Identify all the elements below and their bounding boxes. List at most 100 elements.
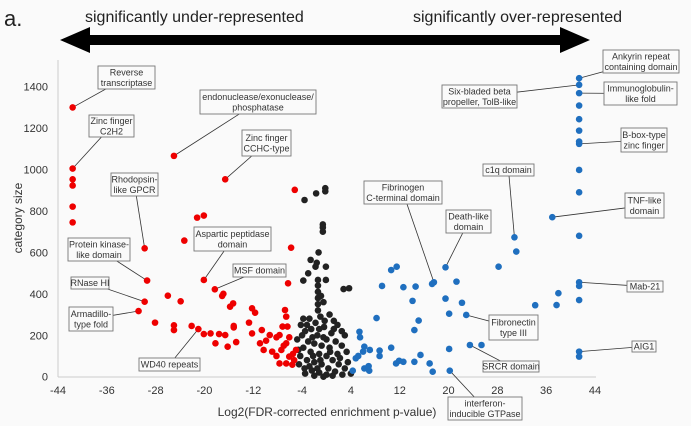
data-point-under [229,300,237,307]
data-point-under [289,361,296,368]
data-point-not-significant [320,298,327,306]
data-point-under [273,352,280,360]
annotation-text: B-box-type zinc finger [622,130,666,151]
data-point-not-significant [301,196,308,204]
data-point-under [285,334,293,341]
heading-under-represented: significantly under-represented [85,9,304,26]
data-point-not-significant [312,319,319,327]
data-point-under [195,325,202,333]
data-point-under [251,309,259,316]
data-point-under [69,203,76,210]
data-point-under [256,340,264,347]
data-point-over [531,301,539,309]
leader-line [508,169,515,238]
data-point-under [181,237,188,244]
data-point-not-significant [304,338,312,345]
x-axis-title: Log2(FDR-corrected enrichment p-value) [218,405,437,419]
annotation-label: Six-bladed beta propeller, TolB-like [441,84,518,109]
data-point-under [258,326,266,334]
data-point-over [349,367,357,374]
annotation-text: Zinc finger CCHC-type [243,133,289,154]
annotation-box [138,357,201,372]
data-point-not-significant [326,311,333,318]
data-point-under [224,343,231,350]
data-point-not-significant [314,365,321,372]
data-points [69,74,583,381]
data-point-under [221,175,229,183]
data-point-over [393,263,400,271]
data-point-over [429,368,436,376]
data-point-over [575,140,583,148]
annotation-box [110,172,159,197]
annotation-box [603,81,678,106]
data-point-not-significant [344,358,352,366]
data-point-under [291,186,299,194]
data-point-not-significant [315,325,323,333]
annotation-box [626,280,664,293]
data-point-under [141,244,148,252]
data-point-not-significant [303,321,311,329]
data-point-over [453,278,460,285]
annotation-text: Rhodopsin-like GPCR [111,174,157,195]
y-axis-title: category size [11,182,25,253]
x-tick-labels: -44 -36 -28 -20 -12 -4 4 12 20 28 36 44 [50,385,601,397]
data-point-over [417,351,424,359]
data-point-over [373,314,380,322]
annotation-text: Immunoglobulin-like fold [607,83,674,104]
data-point-not-significant [309,334,316,341]
data-point-not-significant [338,342,346,349]
x-tick-label: -36 [99,385,115,397]
annotation-box [441,84,518,109]
data-point-under [207,330,214,337]
data-point-over [445,310,453,318]
annotation-box [602,49,680,74]
data-point-not-significant [317,313,324,320]
annotation-label: Reverse transcriptase [97,65,156,90]
data-point-over [575,166,583,174]
data-point-under [248,330,256,337]
annotation-text: endonuclease/exonuclease/phosphatase [202,92,314,113]
data-point-under [284,279,292,287]
data-point-over [512,248,520,255]
annotation-label: Protein kinase-like domain [67,237,131,262]
data-point-over [400,358,407,366]
data-point-under [262,337,270,344]
data-point-over [575,232,583,240]
data-point-under [69,104,76,111]
x-tick-label: 44 [589,385,601,397]
x-tick-label: -28 [148,385,164,397]
data-point-not-significant [315,249,322,256]
annotation-text: WD40 repeats [141,360,199,370]
data-point-not-significant [310,340,318,347]
data-point-over [356,334,364,341]
data-point-not-significant [329,356,336,364]
annotation-box [482,163,535,177]
data-point-not-significant [321,317,328,325]
data-point-under [151,319,159,326]
annotation-label: interferon-inducible GTPase [447,396,523,421]
data-point-not-significant [312,190,320,197]
data-point-not-significant [317,356,324,364]
annotation-text: MSF domain [234,266,285,276]
data-point-over [466,341,474,349]
data-point-not-significant [310,372,318,379]
data-point-over [446,367,454,374]
data-point-not-significant [295,360,303,368]
data-point-not-significant [343,348,350,356]
data-point-not-significant [336,354,344,362]
double-headed-arrow [60,27,590,53]
annotation-labels: Reverse transcriptase Zinc finger C2H2 endon… [67,49,680,421]
data-point-not-significant [296,352,304,360]
data-point-over [412,283,419,290]
data-point-under [143,277,151,284]
annotation-text: Armadillo-type fold [71,309,112,330]
data-point-under [276,360,283,367]
data-point-under [69,182,76,189]
data-point-over [575,102,583,109]
annotation-box [241,129,292,157]
data-point-over [354,352,362,360]
annotation-label: Rhodopsin-like GPCR [110,172,159,197]
data-point-under [177,298,184,305]
annotation-box [67,237,131,262]
data-point-not-significant [307,325,315,333]
